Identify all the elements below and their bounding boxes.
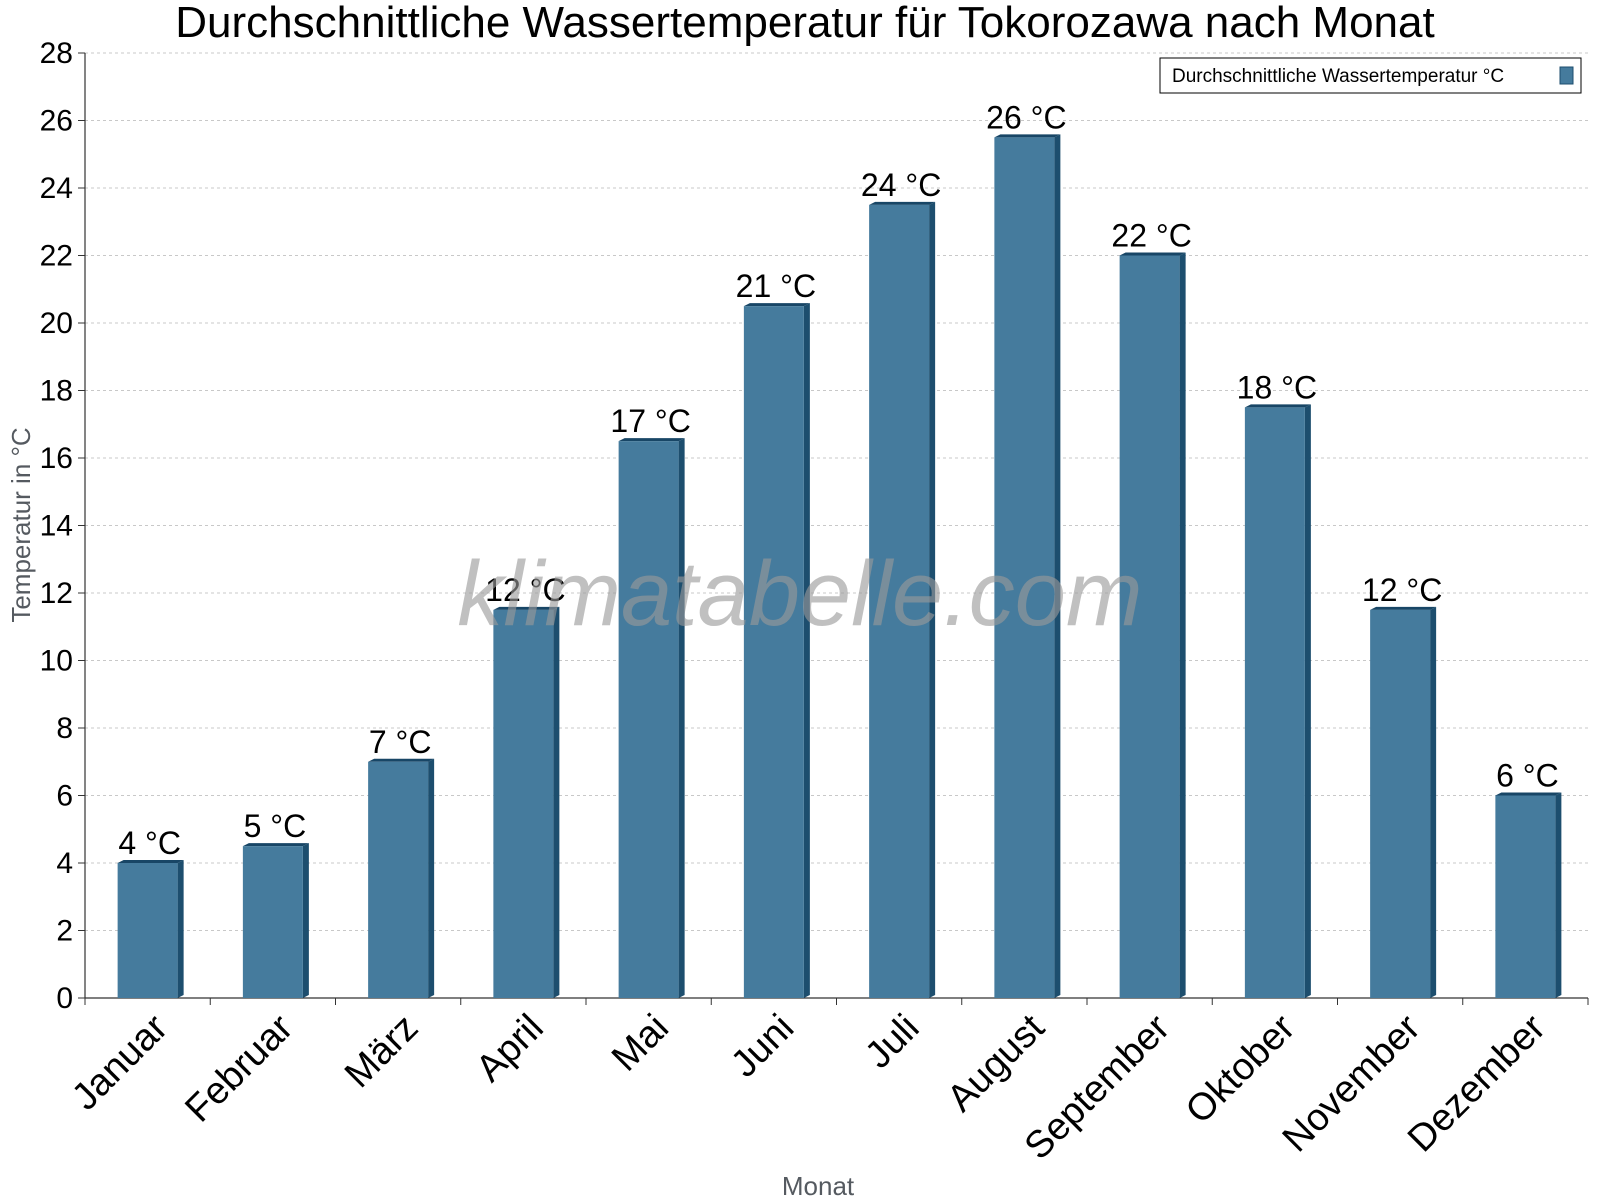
bar-top [994,134,1061,138]
legend: Durchschnittliche Wassertemperatur °C [1159,57,1582,94]
bar-top [242,843,309,847]
bar-top [743,303,810,307]
bar-side [803,303,810,998]
bar [1119,255,1180,998]
y-tick-label: 24 [40,172,73,205]
bar [1370,609,1431,998]
bar [493,609,554,998]
y-tick-label: 2 [56,915,73,948]
bar-top [1244,404,1311,408]
x-tick-label: Januar [64,1006,176,1118]
y-tick-label: 18 [40,375,73,408]
x-tick-label: August [939,1006,1053,1120]
bar [242,846,303,998]
bar [994,137,1055,998]
bar-top [117,860,184,863]
bar-top [1370,606,1437,610]
data-label: 4 °C [118,825,181,861]
bar [869,204,930,998]
bar [618,441,679,998]
bar-side [1430,606,1437,998]
x-tick-label: Mai [604,1007,677,1080]
x-tick-label: Oktober [1178,1006,1304,1132]
data-labels: 4 °C 5 °C 7 °C 12 °C 17 °C 21 °C 24 °C 26 °C 22 … [118,99,1558,861]
y-tick-label: 0 [56,982,73,1015]
data-label: 22 °C [1111,218,1191,254]
bar [743,306,804,998]
y-tick-label: 10 [40,645,73,678]
y-tick-label: 16 [40,442,73,475]
x-tick-label: April [468,1007,551,1090]
y-tick-label: 8 [56,712,73,745]
x-tick-label: Dezember [1400,1006,1554,1160]
y-tick-label: 22 [40,240,73,273]
bar-top [869,201,936,205]
x-axis-title: Monat [782,1171,855,1200]
data-label: 7 °C [369,724,432,760]
bar-side [1555,792,1562,998]
bar-top [493,606,560,610]
y-tick-label: 28 [40,37,73,70]
bar [368,761,429,998]
y-tick-label: 4 [56,847,73,880]
x-tick-label: Juli [857,1007,927,1077]
bar-top [1119,252,1186,256]
watermark: klimatabelle.com [457,543,1142,645]
y-tick-label: 26 [40,105,73,138]
bars [117,134,1562,998]
data-label: 18 °C [1237,369,1317,405]
bar-side [302,843,309,998]
bar-side [929,201,936,998]
data-label: 12 °C [1362,572,1442,608]
data-label: 5 °C [244,808,307,844]
data-label: 26 °C [986,99,1066,135]
x-tick-label: Februar [177,1006,301,1130]
bar-side [1054,134,1061,998]
gridlines [85,52,1588,931]
y-tick-label: 6 [56,780,73,813]
data-label: 12 °C [485,572,565,608]
legend-swatch [1559,66,1574,85]
bar-side [177,860,184,998]
bar-side [678,438,685,998]
x-tick-label: März [337,1007,426,1096]
bar [1495,795,1556,998]
data-label: 24 °C [861,167,941,203]
chart-title: Durchschnittliche Wassertemperatur für T… [175,0,1434,47]
bar-top [368,758,435,762]
bar-top [1495,792,1562,796]
data-label: 6 °C [1496,758,1559,794]
legend-label: Durchschnittliche Wassertemperatur °C [1172,66,1504,87]
bar-side [1179,252,1186,998]
y-tick-label: 12 [40,577,73,610]
x-tick-label: Juni [723,1007,802,1086]
data-label: 17 °C [610,403,690,439]
bar-side [1304,404,1311,998]
bar-side [428,758,435,998]
bar [1244,407,1305,998]
data-label: 21 °C [736,268,816,304]
y-tick-label: 14 [40,510,73,543]
legend-box [1159,57,1582,94]
bar-side [553,606,560,998]
bar [117,863,178,998]
y-tick-label: 20 [40,307,73,340]
bar-top [618,438,685,442]
y-axis-title: Temperatur in °C [6,427,36,622]
